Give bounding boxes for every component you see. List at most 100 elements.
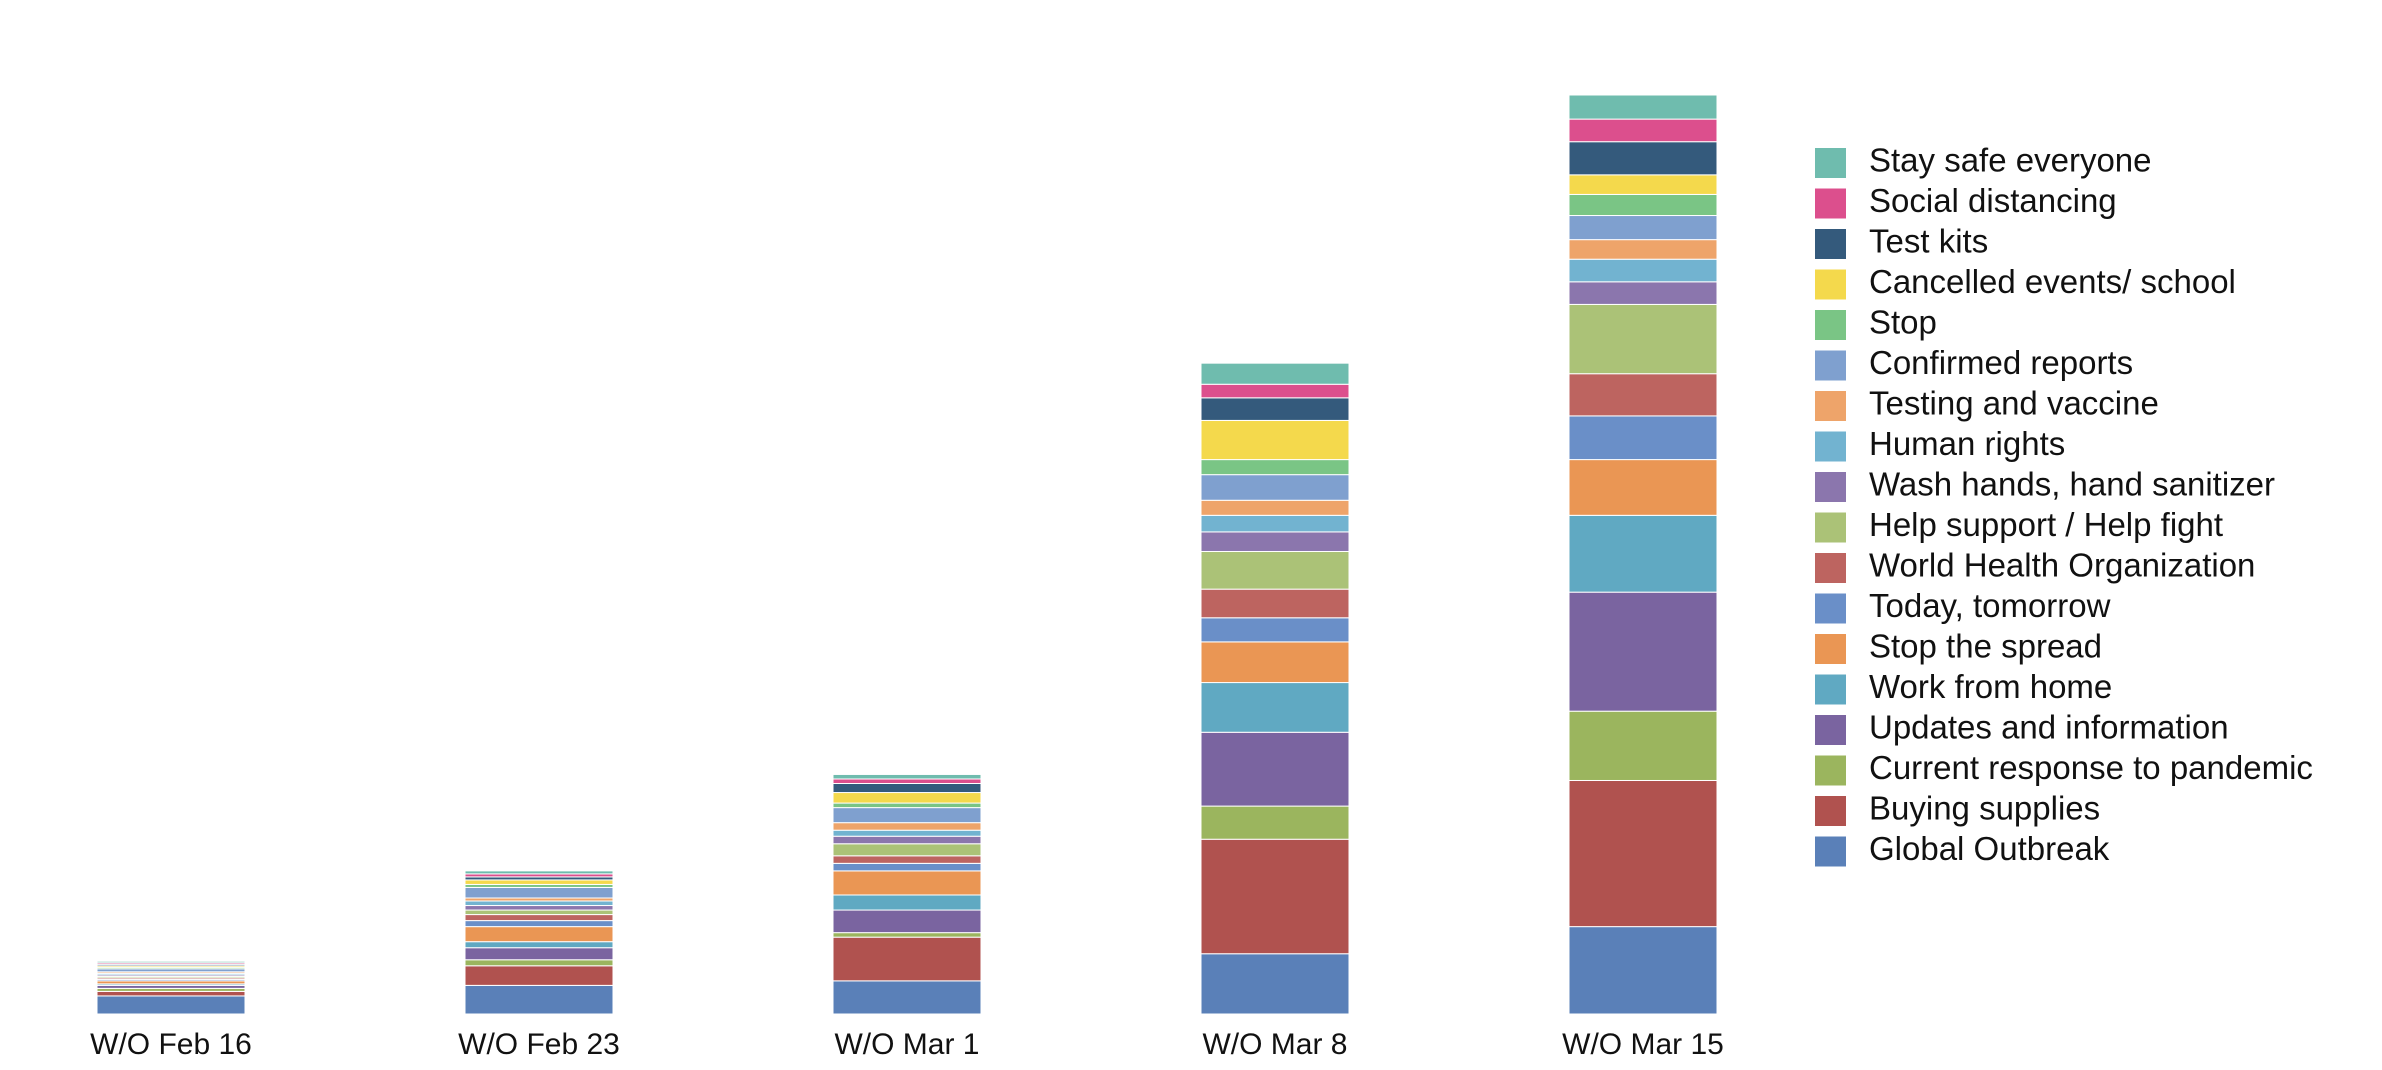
legend-label: Updates and information — [1869, 709, 2229, 746]
bar-segment — [1568, 174, 1718, 195]
legend-swatch — [1815, 593, 1846, 624]
legend-swatch — [1815, 796, 1846, 826]
bar-segment — [832, 778, 982, 784]
bar-segment — [832, 936, 982, 982]
bar-segment — [1568, 373, 1718, 417]
bar-segment — [1568, 94, 1718, 120]
x-tick-label: W/O Mar 1 — [834, 1028, 979, 1061]
bar-segment — [1200, 514, 1350, 533]
legend-swatch — [1815, 836, 1846, 867]
legend-label: Wash hands, hand sanitizer — [1869, 466, 2275, 503]
legend-label: World Health Organization — [1869, 547, 2255, 584]
legend-swatch — [1815, 269, 1846, 300]
bar-segment — [832, 802, 982, 809]
bar-segment — [1200, 731, 1350, 807]
legend-swatch — [1815, 553, 1846, 583]
x-tick-label: W/O Feb 23 — [458, 1028, 620, 1061]
legend-label: Help support / Help fight — [1869, 506, 2223, 543]
bar-segment — [1200, 617, 1350, 643]
bar-segment — [832, 782, 982, 794]
bar-segment — [1200, 531, 1350, 552]
bar-segment — [464, 941, 614, 949]
bar-segment — [96, 990, 246, 997]
bar-segment — [832, 870, 982, 896]
bar-segment — [1568, 459, 1718, 516]
bar-segment — [832, 829, 982, 837]
bar-segment — [464, 886, 614, 899]
legend-swatch — [1815, 148, 1846, 178]
bar-segment — [1200, 499, 1350, 516]
bar-segment — [96, 995, 246, 1015]
legend-label: Stop the spread — [1869, 628, 2102, 665]
bar-segment — [464, 914, 614, 922]
bar-segment — [96, 960, 246, 964]
legend-label: Cancelled events/ school — [1869, 263, 2236, 300]
bar-segment — [832, 807, 982, 824]
bar-segment — [832, 792, 982, 804]
bar-segment — [832, 894, 982, 911]
legend-label: Confirmed reports — [1869, 344, 2133, 381]
legend-label: Stop — [1869, 304, 1937, 341]
bar-segment — [1200, 953, 1350, 1015]
bar-segment — [1568, 303, 1718, 375]
bar-segment — [1200, 682, 1350, 733]
legend-label: Stay safe everyone — [1869, 142, 2152, 179]
bar-segment — [1568, 591, 1718, 712]
bar-segment — [832, 932, 982, 938]
bar-segment — [464, 984, 614, 1015]
bar-segment — [464, 926, 614, 943]
bar-segment — [1568, 118, 1718, 143]
legend-swatch — [1815, 634, 1846, 664]
bar-segment — [1200, 474, 1350, 501]
bar-segment — [1568, 415, 1718, 461]
bar-segment — [832, 855, 982, 864]
bar-segment — [464, 920, 614, 928]
bar-segment — [832, 862, 982, 872]
legend-swatch — [1815, 391, 1846, 421]
bar-segment — [1200, 383, 1350, 399]
legend-swatch — [1815, 512, 1846, 543]
bar-segment — [1200, 550, 1350, 590]
legend-swatch — [1815, 229, 1846, 259]
bar-segment — [1568, 710, 1718, 781]
legend-swatch — [1815, 674, 1846, 705]
x-tick-label: W/O Feb 16 — [90, 1028, 252, 1061]
legend-swatch — [1815, 431, 1846, 462]
legend-label: Human rights — [1869, 425, 2065, 462]
legend-label: Testing and vaccine — [1869, 385, 2159, 422]
bar-segment — [832, 822, 982, 831]
legend-label: Current response to pandemic — [1869, 749, 2313, 786]
legend-label: Social distancing — [1869, 182, 2117, 219]
legend-swatch — [1815, 472, 1846, 502]
bar-segment — [1568, 215, 1718, 241]
bar-segment — [1200, 838, 1350, 955]
bar-segment — [464, 965, 614, 986]
bar-segment — [1200, 641, 1350, 684]
bar-segment — [464, 909, 614, 916]
bar-segment — [832, 980, 982, 1015]
bar-segment — [832, 773, 982, 780]
bar-segment — [1568, 926, 1718, 1015]
bar-segment — [1568, 258, 1718, 283]
bar-segment — [464, 870, 614, 875]
bar-segment — [832, 835, 982, 845]
bar-segment — [464, 900, 614, 907]
legend-swatch — [1815, 188, 1846, 219]
legend-label: Global Outbreak — [1869, 830, 2110, 867]
bar-segment — [1568, 239, 1718, 260]
x-tick-label: W/O Mar 15 — [1562, 1028, 1724, 1061]
bar-segment — [464, 905, 614, 911]
bar-segment — [1568, 779, 1718, 928]
bar-segment — [1568, 281, 1718, 305]
legend-swatch — [1815, 715, 1846, 745]
bar-segment — [832, 843, 982, 857]
bar-segment — [1200, 397, 1350, 421]
bar-segment — [1200, 805, 1350, 840]
x-tick-label: W/O Mar 8 — [1202, 1028, 1347, 1061]
bar-segment — [1568, 514, 1718, 593]
legend-swatch — [1815, 310, 1846, 340]
bar-segment — [1200, 362, 1350, 385]
bar-segment — [464, 947, 614, 961]
bar-segment — [832, 909, 982, 934]
